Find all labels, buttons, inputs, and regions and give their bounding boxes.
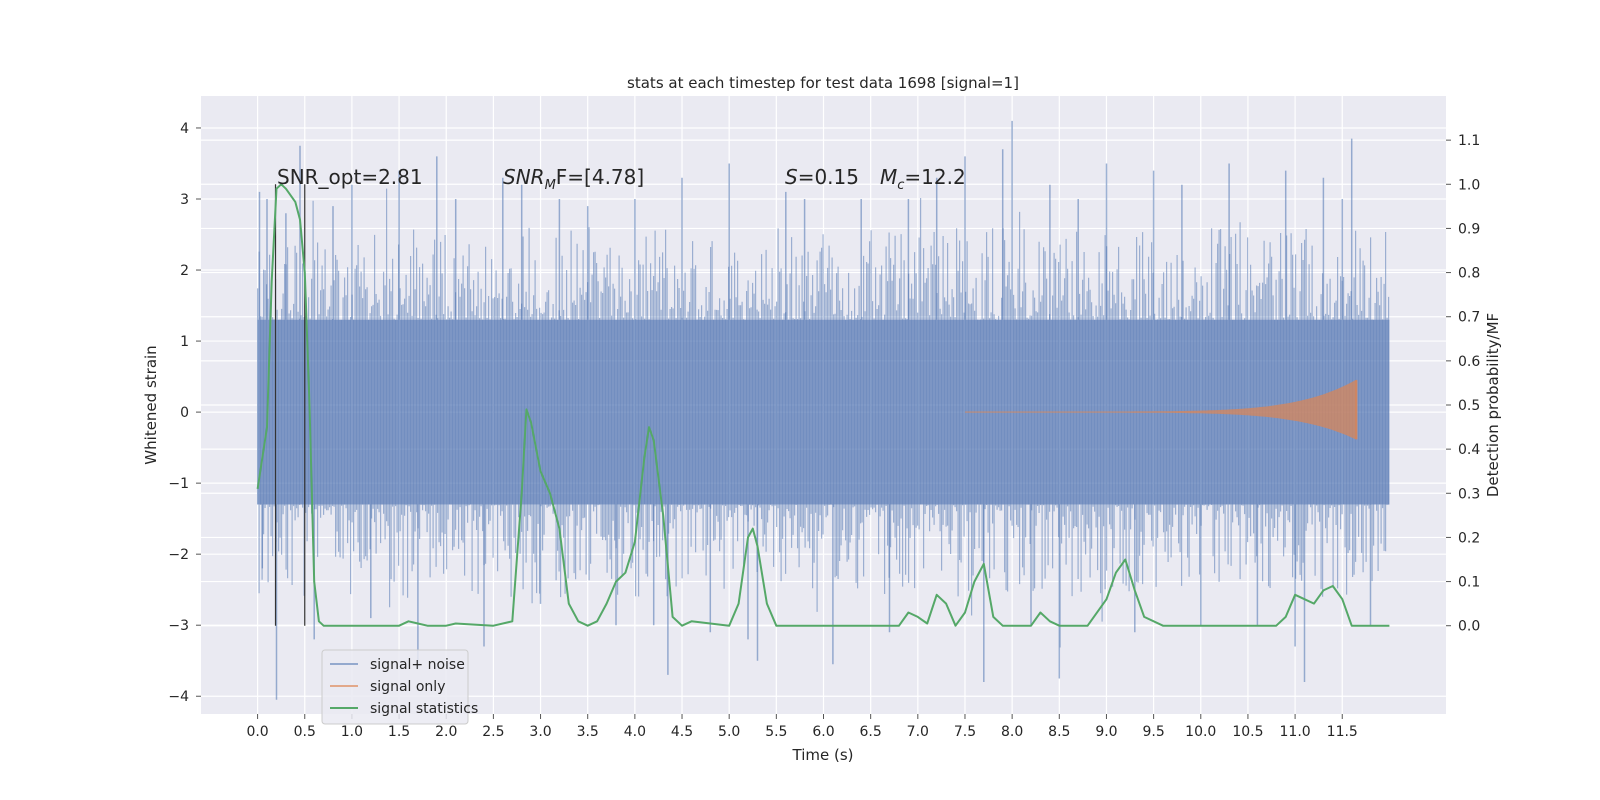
y-tick-label: −2 <box>168 547 189 563</box>
x-tick-label: 6.5 <box>860 724 882 740</box>
x-tick-label: 6.0 <box>812 724 834 740</box>
annotation-mc-sub: c <box>897 178 904 193</box>
y-right-tick-label: 0.5 <box>1458 398 1480 414</box>
legend: signal+ noise signal only signal statist… <box>321 649 478 725</box>
y-tick-label: 0 <box>180 405 189 421</box>
x-tick-label: 10.5 <box>1232 724 1263 740</box>
series-signal-statistics <box>256 183 1390 627</box>
y-right-tick-label: 0.6 <box>1458 354 1480 370</box>
x-tick-label: 2.0 <box>435 724 457 740</box>
y-right-tick-label: 0.3 <box>1458 486 1480 502</box>
x-tick-label: 2.5 <box>482 724 504 740</box>
x-tick-label: 3.5 <box>577 724 599 740</box>
x-tick-label: 8.0 <box>1001 724 1023 740</box>
vertical-markers <box>274 184 306 626</box>
x-tick-label: 3.0 <box>529 724 551 740</box>
x-tick-label: 4.5 <box>671 724 693 740</box>
annotation-snr-mf: SNRMF=[4.78] <box>503 165 644 193</box>
y-tick-label: 1 <box>180 334 189 350</box>
y-right-tick-label: 0.8 <box>1458 266 1480 282</box>
legend-entry-signal-statistics: signal statistics <box>370 701 478 717</box>
x-tick-label: 4.0 <box>624 724 646 740</box>
y-tick-label: −4 <box>168 689 189 705</box>
y-right-axis-label: Detection probability/MF <box>1484 313 1502 497</box>
x-tick-labels: 0.0 0.5 1.0 1.5 2.0 2.5 3.0 3.5 4.0 4.5 5.0 5.5 6.0 6… <box>246 714 1358 740</box>
x-tick-label: 5.5 <box>765 724 787 740</box>
x-axis-label: Time (s) <box>792 746 854 764</box>
legend-entry-signal-only: signal only <box>370 679 445 695</box>
y-tick-label: 3 <box>180 192 189 208</box>
noise-trace <box>257 188 1390 648</box>
annotation-s: S=0.15 <box>785 165 859 189</box>
x-tick-label: 0.0 <box>246 724 268 740</box>
y-tick-label: 2 <box>180 263 189 279</box>
x-tick-label: 8.5 <box>1048 724 1070 740</box>
y-tick-label: 4 <box>180 121 189 137</box>
x-tick-label: 11.5 <box>1327 724 1358 740</box>
x-tick-label: 1.5 <box>388 724 410 740</box>
statistics-line <box>256 183 1390 627</box>
x-tick-label: 0.5 <box>294 724 316 740</box>
y-right-tick-label: 0.9 <box>1458 221 1480 237</box>
y-axis-label: Whitened strain <box>142 345 160 464</box>
annotation-snr-mf-sub: M <box>545 178 556 193</box>
legend-box <box>321 649 469 725</box>
annotation-snr-mf-main: SNR <box>503 165 545 189</box>
x-tick-label: 11.0 <box>1280 724 1311 740</box>
x-tick-label: 5.0 <box>718 724 740 740</box>
y-tick-labels: −4 −3 −2 −1 0 1 2 3 4 <box>168 121 201 705</box>
annotation-snr-mf-rest: F=[4.78] <box>556 165 644 189</box>
annotation-mc: Mc=12.2 <box>880 165 966 193</box>
y-right-tick-label: 0.2 <box>1458 530 1480 546</box>
y-right-tick-label: 0.1 <box>1458 575 1480 591</box>
chart-title: stats at each timestep for test data 169… <box>627 74 1019 92</box>
x-tick-label: 9.0 <box>1095 724 1117 740</box>
y-right-tick-label: 0.4 <box>1458 442 1480 458</box>
x-tick-label: 7.5 <box>954 724 976 740</box>
y-tick-label: −1 <box>168 476 189 492</box>
y-right-tick-label: 1.1 <box>1458 133 1480 149</box>
legend-entry-signal-plus-noise: signal+ noise <box>370 657 465 673</box>
signal-envelope <box>965 379 1357 440</box>
annotation-s-rest: =0.15 <box>798 165 859 189</box>
annotation-s-main: S <box>785 165 798 189</box>
x-tick-label: 7.0 <box>907 724 929 740</box>
annotation-mc-rest: =12.2 <box>904 165 965 189</box>
y-right-tick-label: 1.0 <box>1458 177 1480 193</box>
y-right-tick-label: 0.0 <box>1458 619 1480 635</box>
x-tick-label: 9.5 <box>1142 724 1164 740</box>
y-right-tick-labels: 0.0 0.1 0.2 0.3 0.4 0.5 0.6 0.7 0.8 0.9 1.0 1.1 <box>1446 133 1480 635</box>
annotation-mc-main: M <box>880 165 897 189</box>
y-right-tick-label: 0.7 <box>1458 310 1480 326</box>
x-tick-label: 1.0 <box>341 724 363 740</box>
series-signal-only <box>965 379 1358 440</box>
x-tick-label: 10.0 <box>1185 724 1216 740</box>
annotation-snr-opt: SNR_opt=2.81 <box>277 165 423 189</box>
y-tick-label: −3 <box>168 618 189 634</box>
